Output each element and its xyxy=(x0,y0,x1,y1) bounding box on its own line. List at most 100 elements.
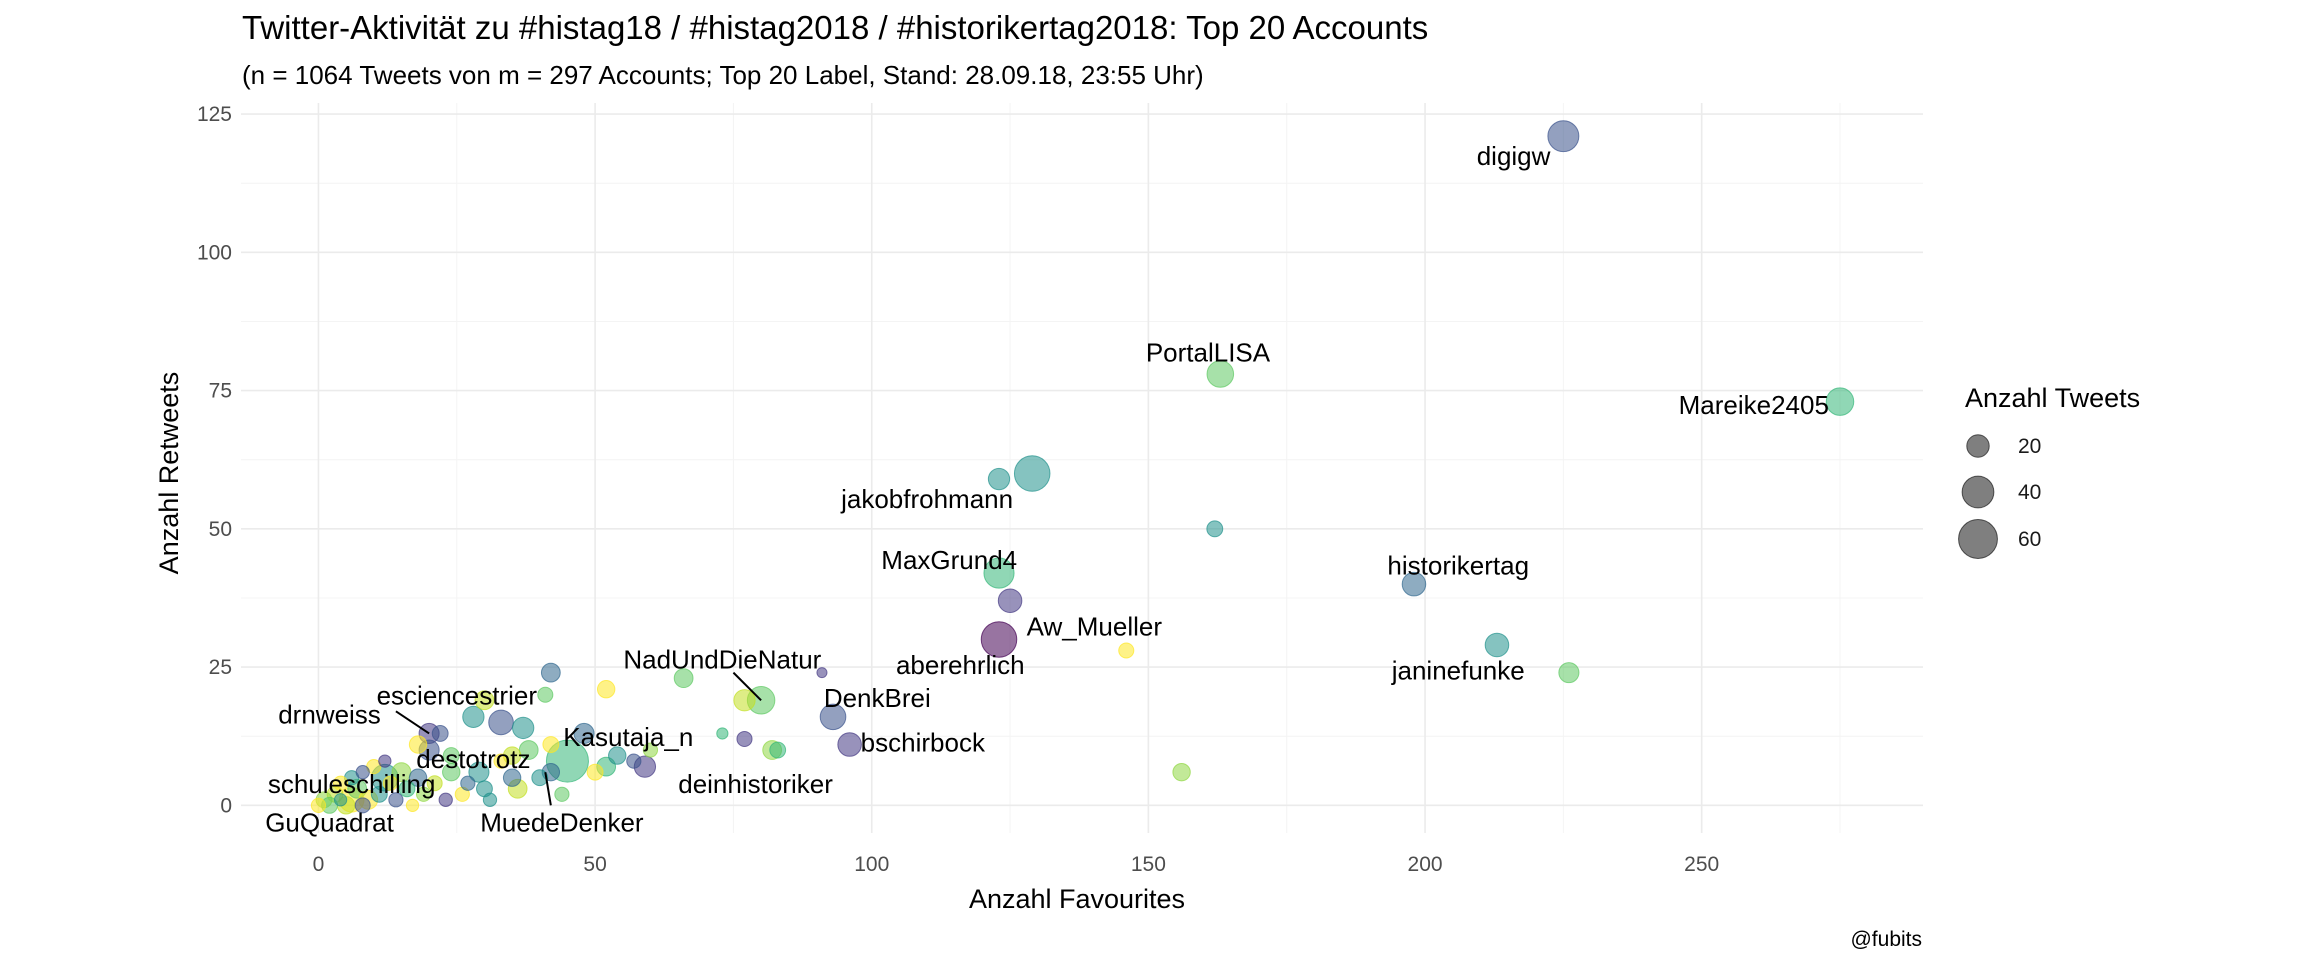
data-point xyxy=(608,746,627,765)
data-point xyxy=(716,727,729,740)
data-point xyxy=(502,768,522,787)
data-point xyxy=(378,754,392,768)
point-labels: digigw PortalLISA Mareike2405 jakobfrohmann… xyxy=(265,141,1829,837)
point-label: esciencestrier xyxy=(377,680,538,710)
point-label: Mareike2405 xyxy=(1679,390,1829,420)
point-label: GuQuadrat xyxy=(265,808,394,838)
label-leader-line xyxy=(732,671,762,701)
data-point xyxy=(388,792,404,808)
data-point xyxy=(493,753,509,769)
data-point xyxy=(733,689,756,712)
point-label: jakobfrohmann xyxy=(840,484,1013,514)
data-point xyxy=(554,786,570,802)
point-label: destotrotz xyxy=(416,744,530,774)
legend-size-symbol xyxy=(1966,434,1990,458)
data-point xyxy=(673,668,694,689)
chart-subtitle: (n = 1064 Tweets von m = 297 Accounts; T… xyxy=(242,60,1204,90)
data-point xyxy=(482,792,498,807)
y-tick-label: 125 xyxy=(197,103,232,126)
data-point xyxy=(586,763,604,781)
data-point xyxy=(537,686,554,703)
label-leader-lines xyxy=(395,671,762,806)
data-point xyxy=(642,742,659,758)
point-label: digigw xyxy=(1477,141,1551,171)
data-point xyxy=(474,690,495,711)
data-point-mareike2405 xyxy=(1825,387,1855,416)
legend-label: 40 xyxy=(2018,481,2041,504)
data-point xyxy=(310,797,327,813)
data-point xyxy=(398,780,416,798)
data-point xyxy=(442,747,460,765)
point-label: deinhistoriker xyxy=(678,769,833,799)
y-tick-label: 50 xyxy=(209,518,232,541)
point-label: PortalLISA xyxy=(1146,338,1271,368)
point-label: aberehrlich xyxy=(896,650,1025,680)
data-point-esciencestrier xyxy=(540,662,561,683)
data-point-jakobfrohmann xyxy=(1013,455,1051,492)
data-point xyxy=(431,725,449,742)
x-axis-title: Anzahl Favourites xyxy=(969,884,1185,914)
point-label: DenkBrei xyxy=(824,683,931,713)
data-point xyxy=(769,741,787,759)
data-point xyxy=(460,775,476,791)
y-axis-title: Anzahl Retweets xyxy=(154,372,184,575)
point-label: NadUndDieNatur xyxy=(623,644,821,674)
x-tick-label: 200 xyxy=(1408,853,1443,876)
data-point xyxy=(370,785,388,803)
data-point xyxy=(438,792,453,807)
data-point xyxy=(354,797,371,814)
data-point xyxy=(531,769,549,787)
data-point xyxy=(462,705,485,729)
x-tick-label: 150 xyxy=(1131,853,1166,876)
data-point xyxy=(542,736,560,753)
data-point xyxy=(426,775,443,792)
grid xyxy=(241,103,1923,833)
data-point xyxy=(333,793,348,807)
point-label: Aw_Mueller xyxy=(1027,611,1163,641)
point-label: historikertag xyxy=(1387,550,1529,580)
data-point-bschirbock xyxy=(837,732,862,757)
data-point xyxy=(596,680,616,699)
data-point xyxy=(1172,762,1191,782)
x-tick-label: 0 xyxy=(313,853,325,876)
data-point xyxy=(816,667,828,679)
y-tick-label: 75 xyxy=(209,380,232,403)
data-point xyxy=(1558,662,1580,684)
legend-label: 60 xyxy=(2018,528,2041,551)
data-point xyxy=(573,722,595,744)
data-points xyxy=(310,120,1855,815)
data-point-maxgrund4 xyxy=(983,557,1015,589)
point-label: MuedeDenker xyxy=(480,808,644,838)
data-point xyxy=(415,786,432,802)
data-point xyxy=(408,735,428,754)
data-point xyxy=(987,467,1011,491)
data-point xyxy=(1118,642,1135,659)
legend-title: Anzahl Tweets xyxy=(1965,383,2140,413)
x-tick-label: 50 xyxy=(583,853,606,876)
point-label: Kasutaja_n xyxy=(563,722,693,752)
chart-caption: @fubits xyxy=(1850,928,1922,951)
data-point xyxy=(408,768,428,787)
data-point xyxy=(488,709,514,736)
data-point-aw_mueller xyxy=(997,588,1023,614)
label-leader-line xyxy=(544,772,552,806)
data-point xyxy=(332,775,349,791)
data-point xyxy=(468,761,490,783)
chart-title: Twitter-Aktivität zu #histag18 / #histag… xyxy=(242,9,1428,46)
axis-ticks: 0 50 100 150 200 250 0 25 50 75 100 125 xyxy=(197,103,1719,876)
point-label: bschirbock xyxy=(861,727,986,757)
data-point-janinefunke xyxy=(1484,632,1510,658)
point-label: janinefunke xyxy=(1391,655,1525,685)
legend-label: 20 xyxy=(2018,435,2041,458)
point-label: schuleschilling xyxy=(268,769,436,799)
data-point-portallisa xyxy=(1206,360,1235,388)
data-point-historikertag xyxy=(1401,571,1427,597)
data-point xyxy=(626,753,642,769)
y-tick-label: 100 xyxy=(197,241,232,264)
point-label: MaxGrund4 xyxy=(881,545,1017,575)
label-leader-line xyxy=(395,710,430,735)
data-point-aberehrlich xyxy=(980,621,1018,658)
data-point-digigw xyxy=(1547,120,1580,153)
data-point xyxy=(382,775,398,791)
